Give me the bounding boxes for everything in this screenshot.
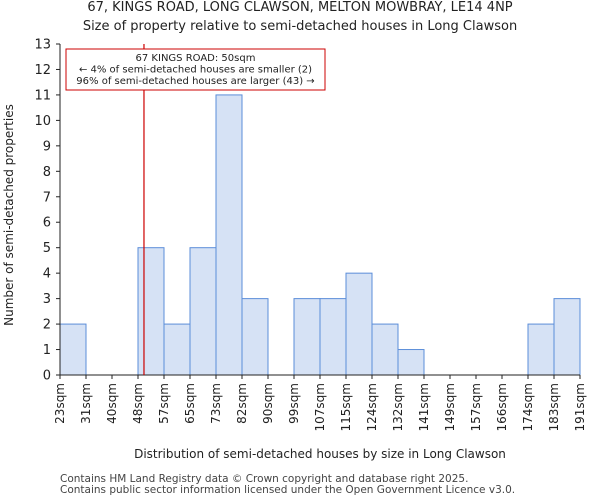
- x-tick-label: 174sqm: [521, 383, 535, 431]
- y-tick-label: 12: [34, 63, 51, 78]
- x-tick-label: 73sqm: [209, 383, 223, 424]
- y-tick-label: 8: [43, 165, 51, 180]
- x-axis-label: Distribution of semi-detached houses by …: [134, 447, 506, 461]
- bar-115sqm: [345, 272, 373, 376]
- annotation-line-2: ← 4% of semi-detached houses are smaller…: [79, 65, 312, 76]
- bar-23sqm: [59, 323, 87, 376]
- x-tick-label: 48sqm: [131, 383, 145, 424]
- x-tick-label: 82sqm: [235, 383, 249, 424]
- x-tick-label: 124sqm: [365, 383, 379, 431]
- annotation-box: [65, 48, 326, 91]
- bar-132sqm: [397, 349, 425, 376]
- y-tick-label: 4: [43, 267, 51, 282]
- x-tick-label: 183sqm: [547, 383, 561, 431]
- bar-65sqm: [189, 247, 217, 376]
- footer-line-1: Contains HM Land Registry data © Crown c…: [60, 473, 469, 485]
- y-tick-label: 3: [43, 292, 51, 307]
- x-tick-label: 99sqm: [287, 383, 301, 424]
- bar-183sqm: [553, 298, 581, 376]
- chart-title: 67, KINGS ROAD, LONG CLAWSON, MELTON MOW…: [87, 0, 513, 15]
- bar-57sqm: [163, 323, 191, 376]
- y-tick-label: 13: [34, 38, 51, 53]
- x-tick-label: 107sqm: [313, 383, 327, 431]
- bar-82sqm: [241, 298, 269, 376]
- y-tick-label: 1: [43, 343, 51, 358]
- bar-99sqm: [293, 298, 321, 376]
- chart-subtitle: Size of property relative to semi-detach…: [82, 19, 518, 34]
- y-tick-label: 9: [43, 139, 51, 154]
- y-tick-label: 7: [43, 190, 51, 205]
- bar-48sqm: [137, 247, 165, 376]
- x-tick-label: 191sqm: [573, 383, 587, 431]
- y-tick-label: 11: [34, 88, 51, 103]
- y-tick-label: 0: [43, 369, 51, 384]
- x-tick-label: 31sqm: [79, 383, 93, 424]
- y-axis-label: Number of semi-detached properties: [2, 104, 16, 326]
- marker-group: 67 KINGS ROAD: 50sqm← 4% of semi-detache…: [65, 44, 326, 375]
- x-tick-label: 90sqm: [261, 383, 275, 424]
- x-tick-label: 132sqm: [391, 383, 405, 431]
- y-tick-label: 2: [43, 318, 51, 333]
- x-tick-label: 65sqm: [183, 383, 197, 424]
- x-tick-label: 166sqm: [495, 383, 509, 431]
- x-tick-label: 57sqm: [157, 383, 171, 424]
- x-tick-label: 23sqm: [53, 383, 67, 424]
- y-tick-label: 10: [34, 114, 51, 129]
- x-tick-label: 149sqm: [443, 383, 457, 431]
- x-tick-label: 115sqm: [339, 383, 353, 431]
- x-tick-label: 40sqm: [105, 383, 119, 424]
- x-tick-label: 141sqm: [417, 383, 431, 431]
- y-tick-label: 5: [43, 241, 51, 256]
- x-tick-label: 157sqm: [469, 383, 483, 431]
- y-tick-label: 6: [43, 216, 51, 231]
- bar-174sqm: [527, 323, 555, 376]
- bars-group: [59, 94, 581, 376]
- annotation-line-3: 96% of semi-detached houses are larger (…: [76, 76, 314, 87]
- bar-124sqm: [371, 323, 399, 376]
- footer-line-2: Contains public sector information licen…: [60, 484, 516, 496]
- annotation-line-1: 67 KINGS ROAD: 50sqm: [136, 53, 256, 64]
- x-ticks-group: 23sqm 31sqm 40sqm 48sqm 57sqm 65sqm 73sqm 82sqm…: [53, 375, 587, 431]
- bar-73sqm: [215, 94, 243, 376]
- bar-107sqm: [319, 298, 347, 376]
